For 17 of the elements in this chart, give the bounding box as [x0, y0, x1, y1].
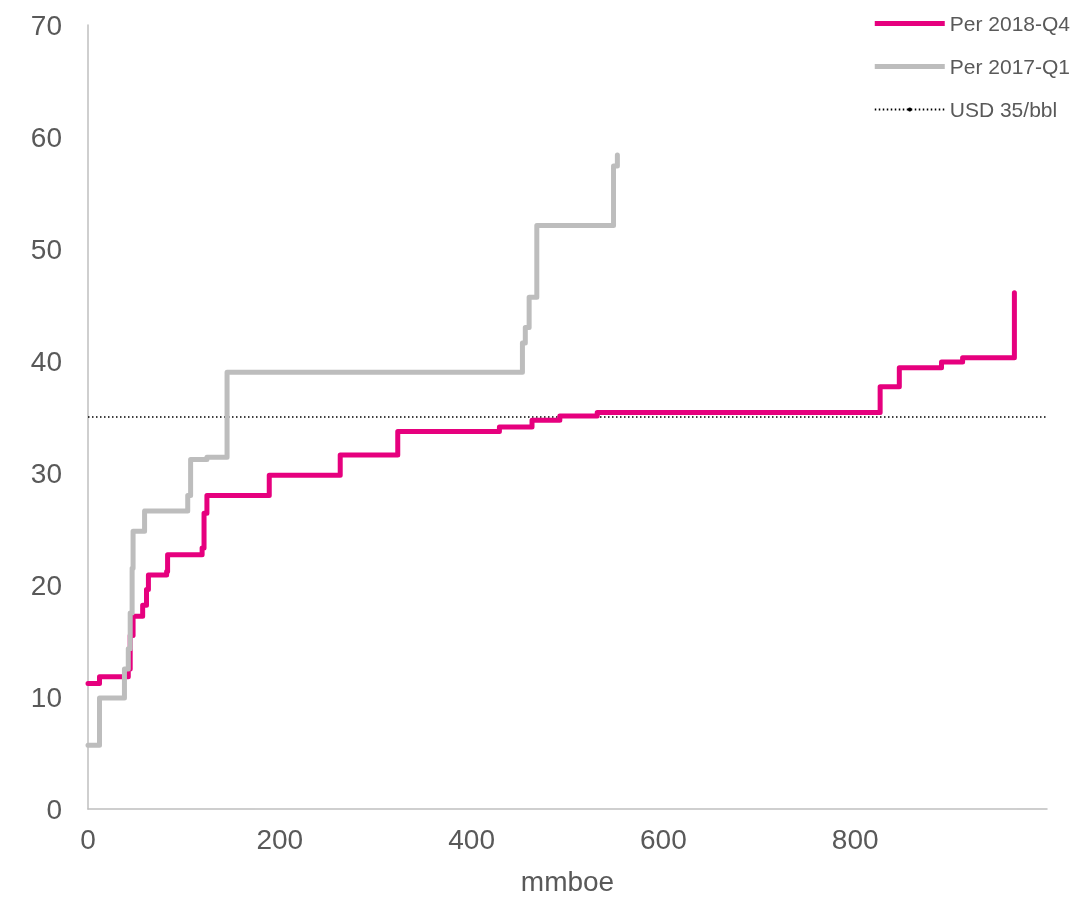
- y-tick-label: 40: [30, 345, 62, 377]
- legend-label: Per 2017-Q1: [949, 55, 1071, 78]
- x-tick-label: 600: [640, 823, 687, 855]
- y-tick-label: 50: [30, 233, 62, 265]
- x-axis-title: mmboe: [520, 865, 615, 897]
- x-tick-label: 800: [831, 823, 879, 855]
- y-tick-label: 10: [30, 681, 62, 713]
- x-tick-label: 400: [448, 823, 495, 855]
- y-tick-label: 20: [30, 569, 62, 601]
- legend-label: Per 2018-Q4: [949, 12, 1071, 35]
- y-tick-label: 70: [30, 9, 62, 41]
- y-tick-label: 0: [46, 793, 62, 825]
- y-tick-label: 30: [30, 457, 62, 489]
- y-tick-label: 60: [30, 121, 62, 153]
- x-tick-label: 200: [256, 823, 304, 855]
- x-tick-label: 0: [80, 823, 96, 855]
- legend-label: USD 35/bbl: [949, 98, 1058, 121]
